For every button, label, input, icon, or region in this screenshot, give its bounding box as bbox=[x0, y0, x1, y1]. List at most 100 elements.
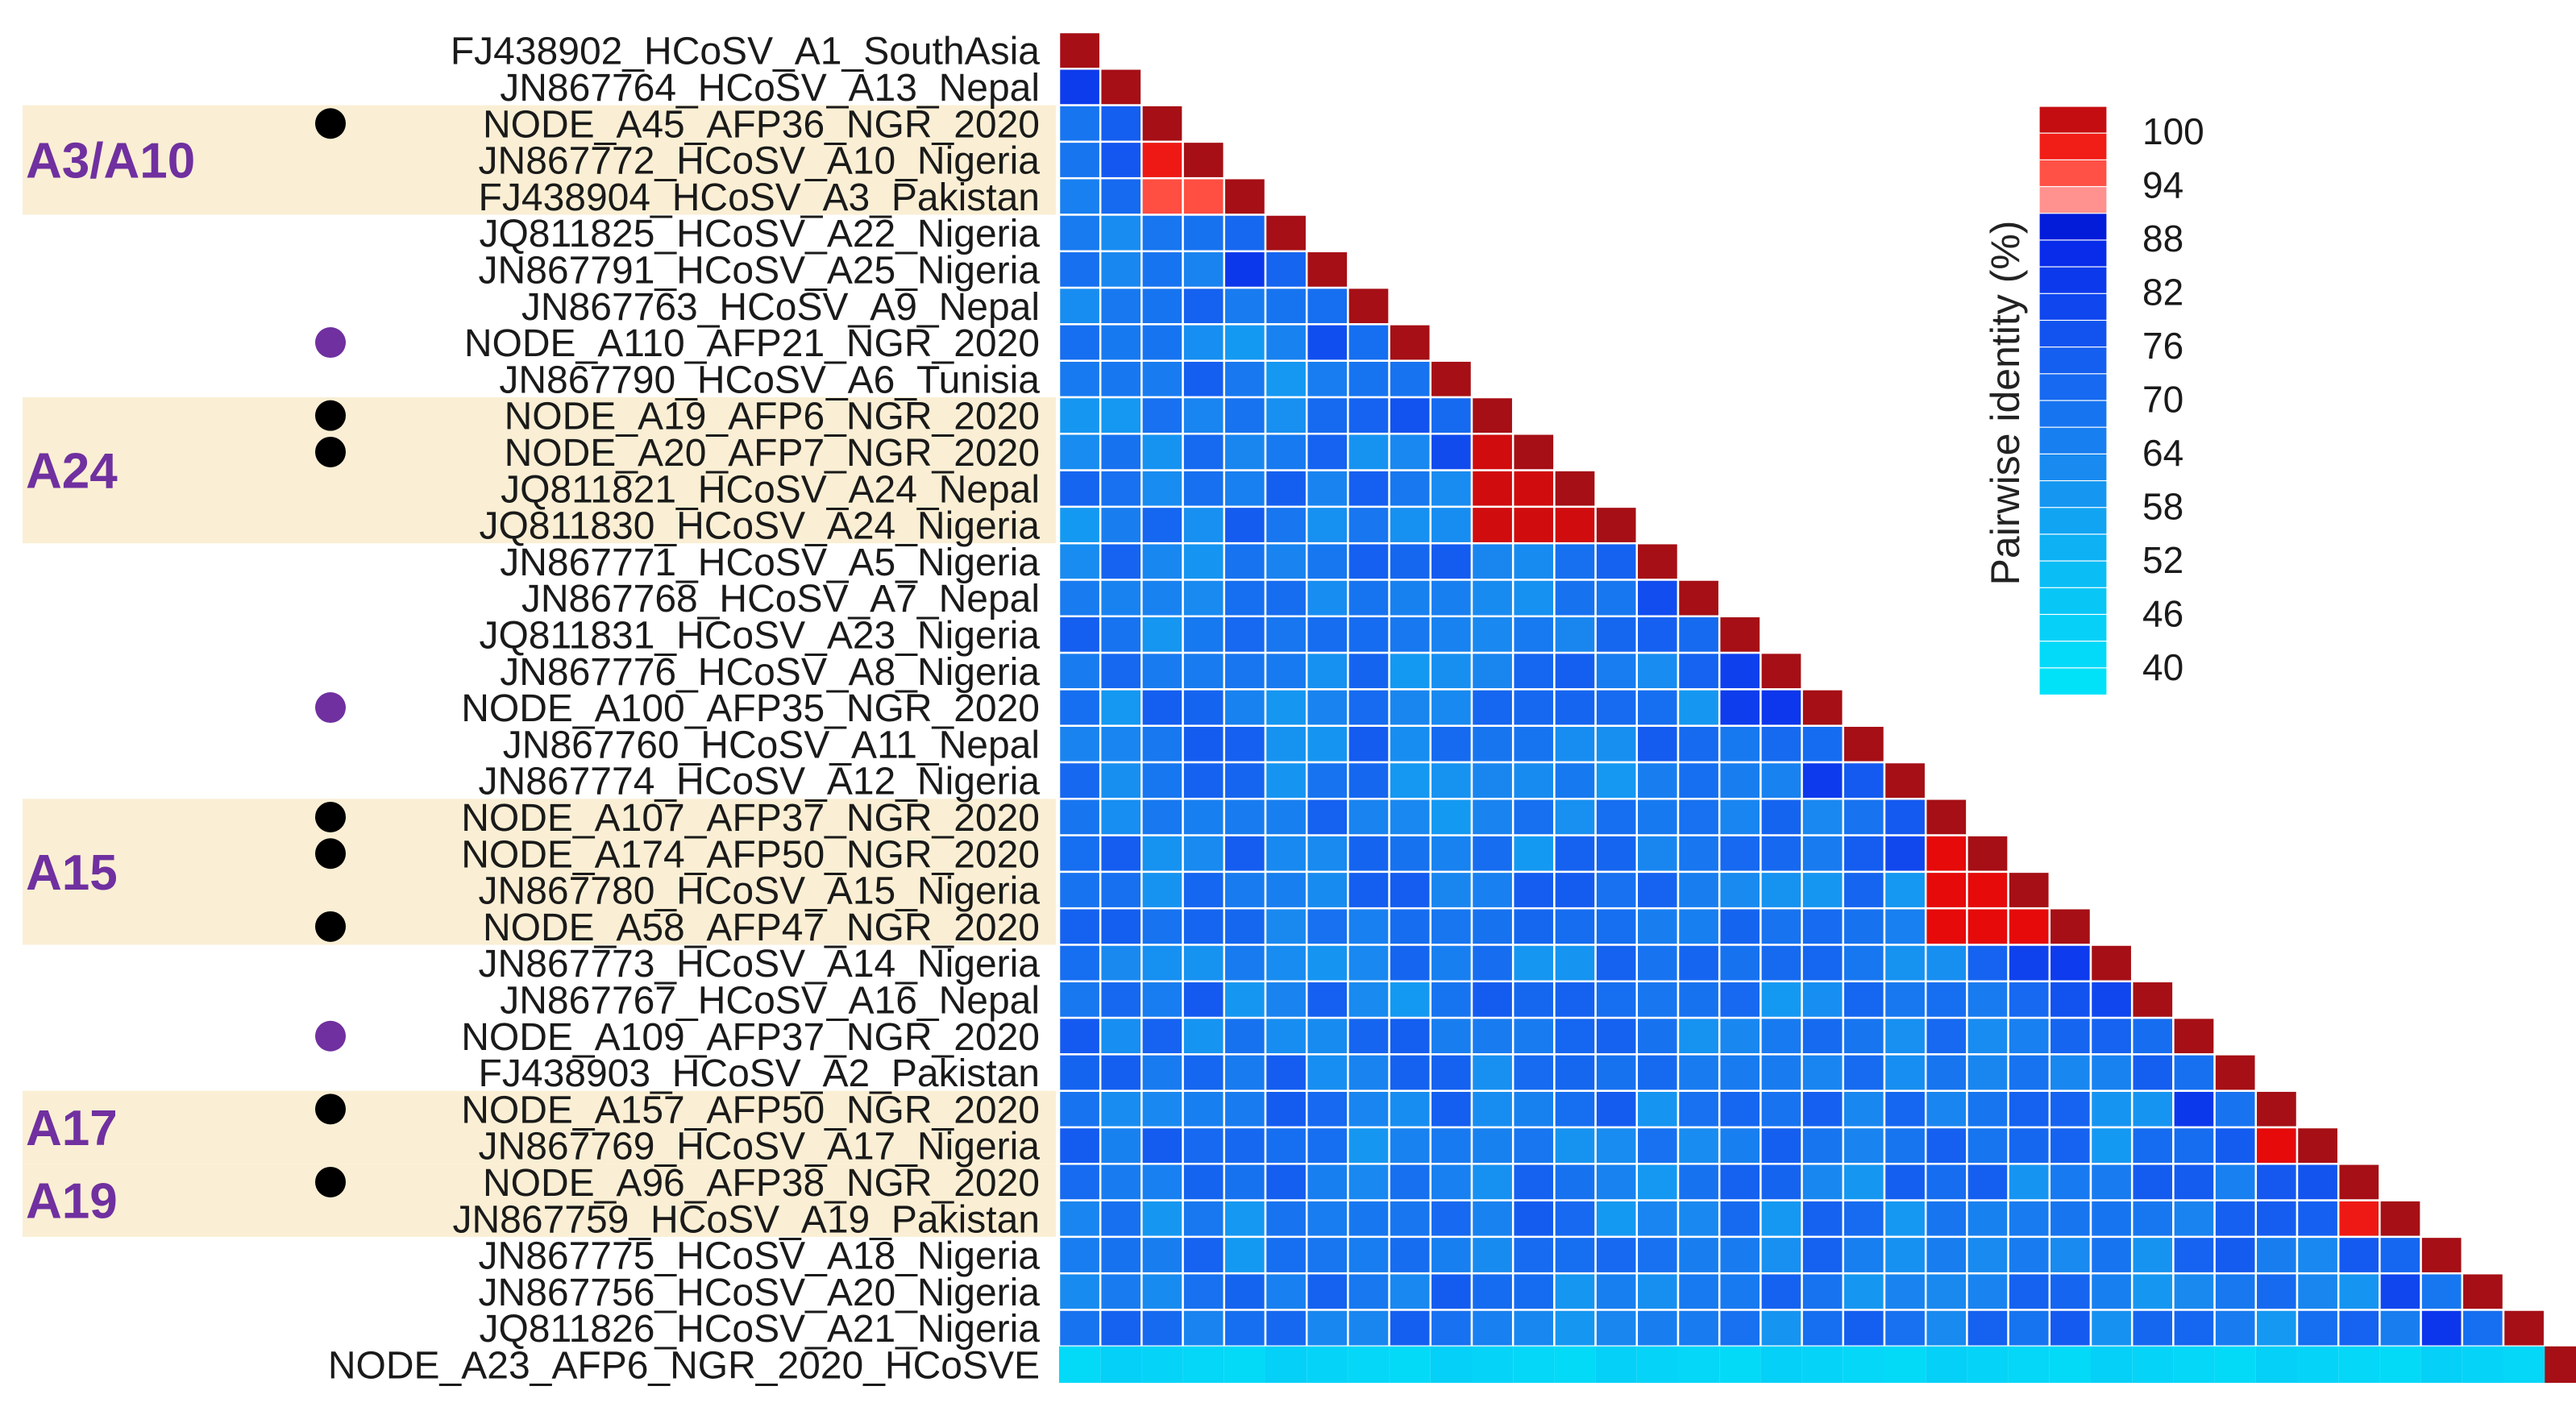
heatmap-cell bbox=[1470, 834, 1514, 874]
heatmap-cell bbox=[1057, 615, 1102, 654]
heatmap-cell bbox=[1635, 870, 1680, 910]
heatmap-cell bbox=[1511, 1089, 1556, 1129]
heatmap-cell bbox=[1883, 1126, 1927, 1165]
heatmap-cell bbox=[1594, 1016, 1639, 1056]
heatmap-cell bbox=[1057, 834, 1102, 874]
heatmap-cell bbox=[1511, 1053, 1556, 1092]
heatmap-cell bbox=[2007, 980, 2051, 1019]
heatmap-cell bbox=[1511, 688, 1556, 727]
heatmap-cell bbox=[1305, 1163, 1349, 1201]
heatmap-cell bbox=[1511, 469, 1556, 508]
heatmap-cell bbox=[1511, 834, 1556, 874]
heatmap-cell bbox=[1347, 469, 1390, 508]
row-label: JN867768_HCoSV_A7_Nepal bbox=[521, 578, 1040, 620]
heatmap-cell bbox=[1182, 323, 1226, 362]
heatmap-diagonal-cell bbox=[1635, 542, 1680, 581]
colorbar-swatch bbox=[2038, 213, 2108, 242]
heatmap-cell bbox=[1099, 1199, 1143, 1239]
heatmap-cell bbox=[1057, 1016, 1102, 1056]
row-label: NODE_A174_AFP50_NGR_2020 bbox=[461, 833, 1040, 876]
heatmap-cell bbox=[2007, 1126, 2051, 1165]
heatmap-cell bbox=[1676, 724, 1721, 764]
heatmap-cell bbox=[2296, 1272, 2340, 1311]
heatmap-cell bbox=[1884, 1346, 1926, 1384]
heatmap-cell bbox=[1223, 688, 1267, 727]
heatmap-cell bbox=[1842, 1016, 1886, 1056]
heatmap-cell bbox=[1553, 944, 1597, 983]
heatmap-cell bbox=[2213, 1235, 2258, 1275]
heatmap-cell bbox=[1511, 651, 1556, 691]
heatmap-cell bbox=[1223, 798, 1267, 836]
heatmap-cell bbox=[1305, 505, 1349, 545]
heatmap-cell bbox=[2379, 1346, 2421, 1384]
heatmap-cell bbox=[1966, 1199, 2009, 1239]
heatmap-diagonal-cell bbox=[1511, 433, 1556, 471]
heatmap-cell bbox=[1347, 1272, 1390, 1311]
heatmap-cell bbox=[1223, 469, 1267, 508]
heatmap-cell bbox=[1553, 870, 1597, 910]
heatmap-cell bbox=[1760, 907, 1803, 946]
heatmap-cell bbox=[1141, 214, 1184, 253]
heatmap-cell bbox=[1305, 688, 1349, 727]
colorbar-swatch bbox=[2038, 587, 2108, 616]
heatmap-cell bbox=[1635, 1053, 1680, 1092]
heatmap-cell bbox=[1264, 250, 1308, 289]
heatmap-cell bbox=[1470, 688, 1514, 727]
colorbar-tick-label: 82 bbox=[2142, 272, 2183, 313]
heatmap-cell bbox=[1141, 1235, 1184, 1275]
heatmap-cell bbox=[1676, 1016, 1721, 1056]
heatmap-cell bbox=[1141, 724, 1184, 764]
heatmap-cell bbox=[1718, 1016, 1762, 1056]
heatmap-cell bbox=[1801, 1272, 1845, 1311]
heatmap-cell bbox=[1182, 542, 1226, 581]
heatmap-cell bbox=[2007, 1199, 2051, 1239]
heatmap-cell bbox=[1883, 1235, 1927, 1275]
heatmap-cell bbox=[2130, 1163, 2175, 1201]
heatmap-cell bbox=[1924, 1016, 1968, 1056]
heatmap-cell bbox=[1429, 1089, 1473, 1129]
heatmap-cell bbox=[1429, 1016, 1473, 1056]
heatmap-cell bbox=[2048, 1016, 2092, 1056]
heatmap-cell bbox=[1429, 505, 1473, 545]
heatmap-cell bbox=[2254, 1309, 2299, 1348]
heatmap-cell bbox=[1760, 1126, 1803, 1165]
heatmap-cell bbox=[1182, 1235, 1226, 1275]
group-band bbox=[23, 1164, 1056, 1237]
colorbar-tick-label: 58 bbox=[2142, 486, 2183, 528]
heatmap-cell bbox=[1264, 798, 1308, 836]
heatmap-cell bbox=[2008, 1346, 2050, 1384]
heatmap-cell bbox=[1057, 1126, 1102, 1165]
heatmap-cell bbox=[1347, 870, 1390, 910]
colorbar-swatch bbox=[2038, 132, 2108, 161]
heatmap-cell bbox=[1224, 1346, 1265, 1384]
heatmap-cell bbox=[1057, 104, 1102, 143]
heatmap-cell bbox=[1429, 579, 1473, 618]
heatmap-cell bbox=[1760, 1163, 1803, 1201]
heatmap-cell bbox=[1264, 286, 1308, 326]
heatmap-cell bbox=[2091, 1346, 2133, 1384]
heatmap-cell bbox=[1966, 1309, 2009, 1348]
heatmap-cell bbox=[1801, 944, 1845, 983]
heatmap-cell bbox=[1553, 1199, 1597, 1239]
heatmap-cell bbox=[1057, 870, 1102, 910]
heatmap-cell bbox=[1388, 1309, 1432, 1348]
heatmap-cell bbox=[1470, 761, 1514, 800]
row-marker-dot bbox=[315, 327, 346, 359]
heatmap-cell bbox=[1141, 798, 1184, 836]
heatmap-cell bbox=[2048, 1053, 2092, 1092]
heatmap-cell bbox=[1264, 651, 1308, 691]
heatmap-cell bbox=[1057, 944, 1102, 983]
row-label: JN867763_HCoSV_A9_Nepal bbox=[521, 286, 1040, 329]
heatmap-cell bbox=[1388, 724, 1432, 764]
heatmap-cell bbox=[1924, 944, 1968, 983]
heatmap-cell bbox=[1388, 1053, 1432, 1092]
heatmap-cell bbox=[1760, 1272, 1803, 1311]
group-label: A15 bbox=[26, 845, 118, 901]
heatmap-cell bbox=[1718, 1272, 1762, 1311]
heatmap-cell bbox=[1635, 1235, 1680, 1275]
colorbar-swatch bbox=[2038, 293, 2108, 322]
row-marker-dot bbox=[315, 108, 346, 139]
row-label: JN867767_HCoSV_A16_Nepal bbox=[500, 979, 1040, 1022]
heatmap-cell bbox=[1594, 980, 1639, 1019]
group-label: A17 bbox=[26, 1101, 118, 1156]
